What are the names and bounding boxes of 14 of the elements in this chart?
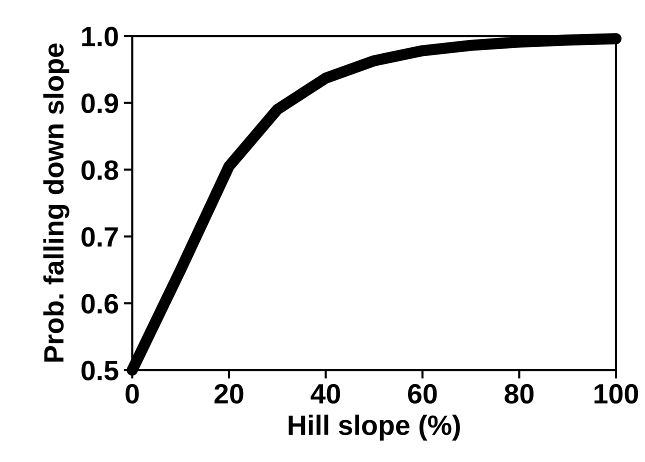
x-tick-label: 20 (214, 384, 244, 404)
x-tick-label: 100 (594, 384, 638, 404)
x-tick-label: 40 (310, 384, 340, 404)
y-tick-label: 0.5 (82, 360, 118, 380)
x-tick-label: 60 (408, 384, 437, 404)
y-tick-label: 0.7 (82, 227, 118, 247)
y-axis-title: Prob. falling down slope (43, 43, 70, 362)
y-tick-label: 0.6 (82, 294, 118, 314)
x-tick-label: 80 (504, 384, 534, 404)
x-axis-title: Hill slope (%) (288, 414, 460, 441)
y-tick-label: 0.9 (82, 94, 118, 114)
y-tick-label: 0.8 (82, 160, 118, 180)
y-tick-label: 1.0 (82, 26, 118, 46)
x-tick-label: 0 (126, 384, 139, 404)
